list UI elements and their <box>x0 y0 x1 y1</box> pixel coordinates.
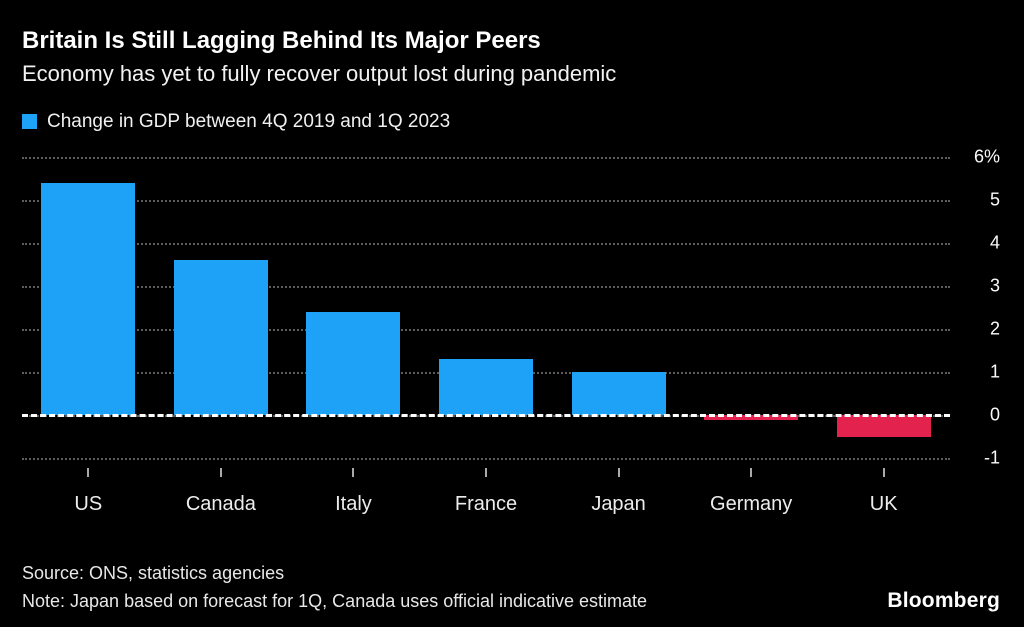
source-note: Source: ONS, statistics agencies <box>22 562 285 583</box>
y-axis-tick-label: 5 <box>989 189 1000 210</box>
x-axis-tick <box>882 467 885 477</box>
x-axis-label-germany: Germany <box>710 492 793 515</box>
footer: Source: ONS, statistics agencies Note: J… <box>22 561 1002 614</box>
y-axis-tick-label: 1 <box>989 361 1000 382</box>
bar-germany <box>704 415 799 420</box>
y-axis-tick-label: 6% <box>973 146 1000 167</box>
bar-canada <box>173 260 268 416</box>
y-axis-tick-label: 0 <box>989 404 1000 425</box>
zero-baseline <box>22 414 950 418</box>
gridline <box>22 458 950 461</box>
x-axis-tick <box>219 467 222 477</box>
gridline <box>22 157 950 160</box>
bar-us <box>41 183 136 416</box>
x-axis-tick <box>617 467 620 477</box>
legend-swatch-icon <box>22 114 37 130</box>
x-axis-tick <box>485 467 487 477</box>
x-axis: US Canada Italy France Japan Germany UK <box>22 461 950 547</box>
x-axis-tick <box>87 467 90 477</box>
bar-france <box>438 359 534 416</box>
legend: Change in GDP between 4Q 2019 and 1Q 202… <box>22 111 1002 133</box>
methodology-note: Note: Japan based on forecast for 1Q, Ca… <box>22 590 648 611</box>
y-axis-tick-label: 3 <box>989 275 1000 296</box>
x-axis-tick <box>750 467 753 477</box>
y-axis-tick-label: 4 <box>989 232 1000 253</box>
gridline <box>22 286 950 289</box>
bar-uk <box>836 415 931 437</box>
bar-chart: 6% 5 4 3 2 1 0 -1 US Canada Italy France Japan Germa… <box>22 146 1002 547</box>
x-axis-label-japan: Japan <box>591 492 646 515</box>
plot-area <box>22 149 950 461</box>
legend-label: Change in GDP between 4Q 2019 and 1Q 202… <box>47 110 451 132</box>
bloomberg-logo: Bloomberg <box>887 589 1000 612</box>
x-axis-label-france: France <box>454 492 518 515</box>
x-axis-label-canada: Canada <box>185 492 256 515</box>
chart-title: Britain Is Still Lagging Behind Its Majo… <box>22 27 541 54</box>
bar-japan <box>571 372 666 416</box>
x-axis-label-us: US <box>74 492 103 515</box>
gridline <box>22 243 950 246</box>
x-axis-tick <box>352 467 355 477</box>
y-axis-tick-label: -1 <box>983 447 1000 468</box>
bar-italy <box>306 312 401 416</box>
chart-subtitle: Economy has yet to fully recover output … <box>22 61 617 87</box>
y-axis: 6% 5 4 3 2 1 0 -1 <box>956 146 1002 468</box>
y-axis-tick-label: 2 <box>989 318 1000 339</box>
x-axis-label-uk: UK <box>869 492 898 515</box>
x-axis-label-italy: Italy <box>335 492 372 515</box>
gridline <box>22 329 950 332</box>
gridline <box>22 200 950 203</box>
